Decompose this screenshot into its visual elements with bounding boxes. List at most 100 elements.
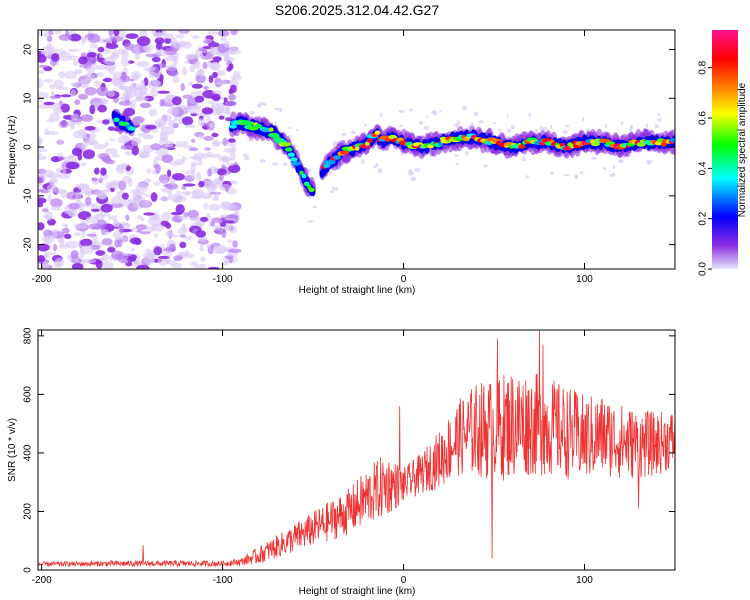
spectrogram-noise-blob [140, 201, 151, 207]
spectrogram-noise-blob [175, 195, 187, 202]
spectrogram-ridge-peak [113, 117, 120, 123]
spectrogram-noise-blob [101, 49, 112, 54]
spectrogram-noise-blob [118, 97, 131, 101]
spectrogram-noise-blob [165, 64, 178, 72]
spectrogram-noise-blob [207, 168, 213, 177]
spectrogram-noise-blob [172, 42, 185, 49]
spectrogram-noise-blob [49, 178, 59, 184]
spectrogram-noise-blob [111, 250, 124, 260]
spectrogram-speckle [274, 107, 280, 111]
spectrogram-speckle [282, 162, 288, 167]
spectrogram-noise-blob [172, 96, 182, 106]
spectrogram-noise-blob [68, 202, 81, 210]
spectrogram-noise-blob [164, 47, 177, 56]
spectrogram-noise-blob [100, 229, 109, 235]
spectrogram-speckle [654, 124, 660, 128]
spectrogram-noise-blob [139, 231, 151, 235]
spectrogram-noise-blob [78, 56, 88, 65]
spectrogram-noise-blob [58, 71, 65, 79]
spectrogram-ridge-layer [111, 108, 675, 197]
spectrogram-speckle [542, 126, 548, 130]
spectrogram-noise-blob [189, 63, 196, 73]
spectrogram-noise-blob [224, 100, 237, 107]
spectrogram-noise-blob [227, 248, 242, 253]
snr-x-axis-label: Height of straight line (km) [299, 586, 416, 597]
colorbar-tick-label: 0.2 [698, 211, 709, 225]
spectrogram-noise-blob [120, 49, 129, 60]
spectrogram-noise-blob [75, 191, 82, 201]
spectrogram-noise-blob [95, 250, 106, 256]
snr-x-tick-label: -100 [213, 575, 233, 586]
spectrogram-noise-blob [136, 60, 150, 68]
spectrogram-ridge-peak [339, 150, 350, 155]
spectrogram-noise-blob [57, 173, 71, 179]
spectrogram-noise-blob [159, 133, 169, 141]
spectrogram-speckle [525, 175, 529, 179]
spectrogram-noise-blob [223, 40, 231, 49]
spectrogram-noise-blob [208, 203, 221, 211]
spectrogram-noise-blob [89, 43, 98, 49]
spectrogram-y-axis-label: Frequency (Hz) [7, 116, 18, 185]
spectrogram-noise-blob [105, 43, 119, 50]
spectrogram-noise-blob [180, 83, 185, 92]
spectrogram-ridge-peak [281, 142, 292, 147]
spectrogram-noise-blob [93, 80, 102, 87]
spectrogram-noise-blob [207, 184, 215, 193]
spectrogram-speckle [461, 106, 468, 111]
spectrogram-speckle [407, 169, 413, 175]
spectrogram-noise-blob [84, 140, 99, 146]
spectrogram-speckle [244, 156, 250, 161]
spectrogram-noise-blob [49, 84, 55, 90]
snr-x-tick-label: 100 [576, 575, 593, 586]
spectrogram-noise-blob [136, 215, 143, 219]
spectrogram-noise-blob [199, 245, 205, 252]
spectrogram-noise-blob [160, 114, 172, 122]
spectrogram-noise-blob [135, 96, 143, 102]
spectrogram-noise-blob [201, 107, 214, 115]
spectrogram-noise-blob [108, 244, 115, 248]
spectrogram-noise-blob [46, 183, 57, 192]
snr-x-ticks: -200 -100 0 100 [32, 330, 593, 586]
spectrogram-noise-blob [45, 131, 59, 136]
spectrogram-noise-blob [51, 53, 60, 62]
spectrogram-noise-blob [181, 30, 187, 33]
spectrogram-speckle [414, 167, 420, 172]
spectrogram-noise-blob [38, 70, 45, 74]
spectrogram-noise-blob [202, 61, 208, 70]
spectrogram-noise-blob [176, 190, 181, 195]
spectrogram-noise-blob [151, 56, 161, 63]
spectrogram-noise-blob [132, 46, 139, 51]
spectrogram-noise-blob [120, 86, 128, 91]
spectrogram-noise-blob [130, 78, 135, 82]
spectrogram-noise-blob [117, 163, 128, 169]
spectrogram-noise-blob [38, 152, 43, 157]
spectrogram-speckle [497, 128, 502, 132]
spectrogram-ridge-peak [285, 147, 293, 152]
spectrogram-noise-layer [38, 30, 669, 269]
spectrogram-noise-blob [90, 208, 101, 212]
spectrogram-noise-blob [226, 66, 232, 72]
spectrogram-ridge-peak [518, 144, 526, 149]
spectrogram-noise-blob [47, 172, 60, 179]
spectrogram-noise-blob [160, 212, 172, 222]
spectrogram-noise-blob [61, 166, 67, 175]
spectrogram-speckle [630, 124, 634, 129]
spectrogram-noise-blob [109, 138, 115, 142]
chart-title: S206.2025.312.04.42.G27 [275, 2, 439, 18]
spectrogram-noise-blob [82, 258, 96, 264]
spectrogram-noise-blob [105, 147, 119, 155]
spectrogram-speckle [364, 123, 367, 127]
snr-x-tick-label: 0 [401, 575, 407, 586]
snr-y-tick-label: 200 [23, 503, 34, 520]
spectrogram-noise-blob [180, 191, 192, 195]
spectrogram-noise-blob [154, 37, 165, 45]
spectrogram-noise-blob [179, 241, 187, 249]
spectrogram-ridge-peak [299, 170, 304, 175]
spectrogram-speckle [279, 107, 283, 113]
spectrogram-noise-blob [220, 222, 226, 227]
spectrogram-noise-blob [203, 202, 209, 210]
spectrogram-noise-blob [102, 77, 113, 83]
spectrogram-noise-blob [41, 208, 49, 213]
spectrogram-noise-blob [72, 130, 87, 139]
